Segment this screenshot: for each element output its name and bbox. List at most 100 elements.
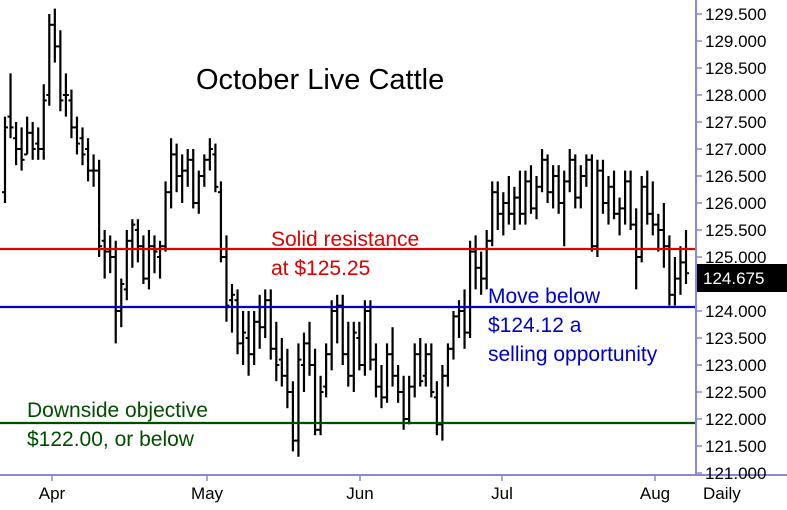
y-tick-label: 121.000 — [705, 464, 766, 483]
ohlc-bar — [123, 230, 130, 301]
ohlc-bar — [611, 170, 618, 220]
ohlc-bar — [267, 289, 274, 360]
y-tick-label: 125.500 — [705, 221, 766, 240]
ohlc-bar — [162, 181, 169, 252]
level-annotations: Solid resistance at $125.25 Move below $124… — [27, 228, 658, 451]
x-axis-labels: Apr May Jun Jul Aug — [39, 475, 670, 503]
y-tick-label: 129.500 — [705, 5, 766, 24]
ohlc-bar — [683, 230, 689, 284]
ohlc-bar — [73, 116, 80, 155]
ohlc-bar — [505, 176, 512, 225]
ohlc-bar — [367, 300, 374, 371]
ohlc-bar — [134, 219, 141, 263]
ohlc-bar — [433, 381, 440, 436]
ohlc-bar — [195, 170, 202, 214]
ohlc-bar — [145, 230, 152, 290]
ohlc-bar — [572, 154, 579, 209]
ohlc-bar — [46, 14, 53, 106]
x-tick-label: Apr — [39, 484, 66, 503]
resistance-annotation-line: at $125.25 — [271, 257, 370, 280]
ohlc-bar — [533, 176, 540, 220]
ohlc-bar — [461, 289, 468, 349]
ohlc-bar — [644, 170, 651, 225]
y-axis-ticks: 129.500 129.000 128.500 128.000 127.500 127.0… — [696, 5, 766, 483]
ohlc-bar — [483, 230, 490, 290]
ohlc-bar — [18, 127, 25, 171]
ohlc-bar — [566, 149, 573, 193]
ohlc-bar — [550, 165, 557, 209]
ohlc-bar — [245, 311, 252, 376]
ohlc-bar — [51, 8, 58, 63]
ohlc-bar — [317, 375, 324, 436]
ohlc-bar — [627, 170, 634, 230]
x-tick-label: Jul — [491, 484, 513, 503]
ohlc-bar — [289, 381, 296, 452]
ohlc-bar — [140, 235, 147, 284]
ohlc-bar — [212, 143, 219, 193]
ohlc-bar — [583, 154, 590, 187]
ohlc-bar — [35, 127, 42, 160]
ohlc-bar — [2, 116, 8, 203]
ohlc-bar — [306, 321, 313, 376]
ohlc-bar — [660, 203, 667, 268]
ohlc-bar — [323, 343, 330, 398]
ohlc-bar — [384, 343, 391, 403]
ohlc-bar — [173, 143, 180, 193]
ohlc-bar — [7, 73, 14, 139]
y-tick-label: 122.500 — [705, 383, 766, 402]
y-tick-label: 127.500 — [705, 113, 766, 132]
ohlc-bar — [157, 240, 164, 279]
ohlc-bar — [151, 235, 158, 274]
ohlc-bar — [40, 84, 47, 160]
ohlc-bar — [527, 165, 534, 214]
y-tick-label: 121.500 — [705, 437, 766, 456]
ohlc-bar — [372, 343, 379, 398]
ohlc-bar — [555, 165, 562, 214]
ohlc-bar — [300, 332, 307, 392]
ohlc-bar — [594, 159, 601, 257]
support-annotation-line: $124.12 a — [488, 314, 582, 337]
ohlc-bar — [677, 246, 684, 295]
ohlc-bar — [671, 257, 678, 306]
ohlc-bar — [444, 343, 451, 387]
frequency-label: Daily — [703, 484, 741, 503]
y-tick-label: 128.000 — [705, 86, 766, 105]
y-tick-label: 124.000 — [705, 302, 766, 321]
ohlc-bar — [334, 294, 341, 344]
ohlc-bar — [273, 321, 280, 382]
chart-title: October Live Cattle — [196, 64, 444, 96]
ohlc-bar — [500, 192, 507, 236]
ohlc-bar — [240, 311, 247, 365]
ohlc-bar — [256, 294, 263, 349]
ohlc-bar — [356, 321, 363, 371]
ohlc-bar — [588, 154, 595, 252]
objective-annotation-line: $122.00, or below — [27, 428, 195, 451]
ohlc-bar — [406, 375, 413, 425]
ohlc-bar — [24, 116, 31, 156]
ohlc-bar — [350, 321, 357, 392]
ohlc-bar — [345, 321, 352, 387]
resistance-annotation-line: Solid resistance — [271, 228, 419, 251]
ohlc-bar — [361, 300, 368, 376]
ohlc-bar — [85, 138, 92, 182]
ohlc-bar — [312, 348, 319, 436]
ohlc-bar — [206, 138, 213, 171]
ohlc-bar — [118, 278, 125, 328]
ohlc-bar — [400, 375, 407, 430]
last-price-box — [697, 264, 787, 292]
ohlc-bar — [516, 170, 523, 225]
ohlc-bar — [522, 170, 529, 225]
ohlc-bar — [112, 240, 119, 344]
objective-annotation-line: Downside objective — [27, 399, 208, 422]
ohlc-bar — [577, 165, 584, 209]
y-tick-label: 129.000 — [705, 32, 766, 51]
x-tick-label: Jun — [346, 484, 373, 503]
ohlc-bar — [295, 343, 302, 457]
y-tick-label: 122.000 — [705, 410, 766, 429]
ohlc-bar — [179, 154, 186, 203]
ohlc-bar — [511, 186, 518, 230]
ohlc-bar — [605, 176, 612, 225]
ohlc-bar — [107, 235, 114, 274]
